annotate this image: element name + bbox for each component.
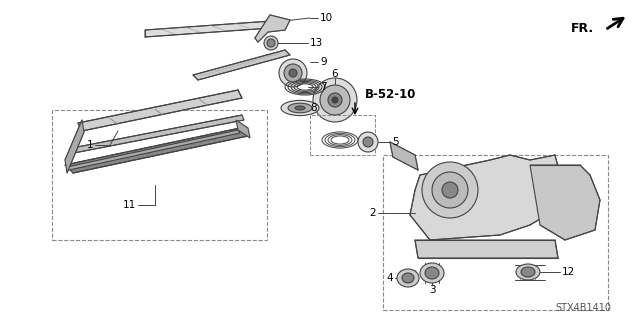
Polygon shape	[193, 50, 290, 80]
Polygon shape	[78, 90, 242, 131]
Text: 7: 7	[320, 82, 326, 92]
Polygon shape	[415, 240, 558, 258]
Ellipse shape	[320, 85, 350, 115]
Ellipse shape	[358, 132, 378, 152]
Ellipse shape	[267, 39, 275, 47]
Ellipse shape	[279, 59, 307, 87]
Polygon shape	[65, 120, 84, 173]
Polygon shape	[67, 130, 240, 170]
Ellipse shape	[264, 36, 278, 50]
Text: 6: 6	[332, 69, 339, 79]
Text: 8: 8	[310, 103, 317, 113]
Text: 12: 12	[562, 267, 575, 277]
Ellipse shape	[289, 69, 297, 77]
Ellipse shape	[516, 264, 540, 280]
Polygon shape	[145, 20, 285, 37]
Polygon shape	[530, 165, 600, 240]
Ellipse shape	[363, 137, 373, 147]
Ellipse shape	[402, 273, 414, 283]
Ellipse shape	[442, 182, 458, 198]
Ellipse shape	[521, 267, 535, 277]
Polygon shape	[410, 155, 560, 240]
Ellipse shape	[288, 103, 312, 113]
Text: 10: 10	[320, 13, 333, 23]
Polygon shape	[236, 120, 250, 138]
Bar	[52, 110, 267, 240]
Text: 9: 9	[320, 57, 326, 67]
Text: 1: 1	[86, 140, 93, 150]
Text: FR.: FR.	[571, 21, 594, 34]
Polygon shape	[255, 15, 290, 42]
Polygon shape	[390, 142, 418, 170]
Ellipse shape	[295, 106, 305, 110]
Ellipse shape	[397, 269, 419, 287]
Text: 4: 4	[387, 273, 393, 283]
Text: 5: 5	[392, 137, 399, 147]
Ellipse shape	[284, 64, 302, 82]
Ellipse shape	[422, 162, 478, 218]
Ellipse shape	[425, 267, 439, 279]
Bar	[310, 115, 375, 155]
Text: B-52-10: B-52-10	[365, 88, 417, 101]
Ellipse shape	[420, 263, 444, 283]
Ellipse shape	[432, 172, 468, 208]
Text: 11: 11	[123, 200, 136, 210]
Ellipse shape	[281, 100, 319, 115]
Ellipse shape	[313, 78, 357, 122]
Polygon shape	[72, 115, 244, 153]
Text: STX4B1410: STX4B1410	[555, 303, 611, 313]
Bar	[383, 155, 608, 310]
Text: 13: 13	[310, 38, 323, 48]
Ellipse shape	[332, 97, 338, 103]
Polygon shape	[65, 128, 248, 173]
Ellipse shape	[328, 93, 342, 107]
Text: 2: 2	[369, 208, 376, 218]
Text: 3: 3	[429, 285, 435, 295]
